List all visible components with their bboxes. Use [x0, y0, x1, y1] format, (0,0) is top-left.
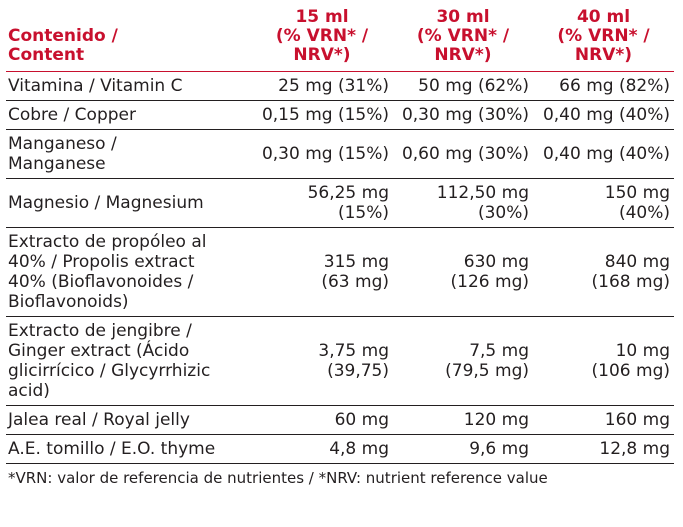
value-15ml: 56,25 mg (15%) [307, 183, 389, 223]
value-15ml: 3,75 mg (39,75) [318, 341, 389, 381]
value-40ml: 12,8 mg [599, 439, 670, 459]
nutrition-table: Contenido / Content 15 ml (% VRN* / NRV*… [6, 0, 674, 464]
header-30ml: 30 ml (% VRN* / NRV*) [416, 7, 510, 65]
header-row: Contenido / Content 15 ml (% VRN* / NRV*… [6, 0, 674, 72]
table-row: Extracto de jengibre / Ginger extract (Á… [6, 317, 674, 406]
value-40ml: 0,40 mg (40%) [542, 105, 670, 125]
table-row: Jalea real / Royal jelly 60 mg 120 mg 16… [6, 406, 674, 435]
value-40ml: 150 mg (40%) [604, 183, 670, 223]
ingredient-name: Extracto de jengibre / Ginger extract (Á… [8, 321, 211, 401]
value-15ml: 0,30 mg (15%) [261, 144, 389, 164]
value-15ml: 0,15 mg (15%) [261, 105, 389, 125]
nutrition-table-container: Contenido / Content 15 ml (% VRN* / NRV*… [6, 0, 681, 488]
ingredient-name: Jalea real / Royal jelly [8, 410, 190, 430]
table-row: Extracto de propóleo al 40% / Propolis e… [6, 228, 674, 317]
ingredient-name: Magnesio / Magnesium [8, 193, 204, 213]
ingredient-name: A.E. tomillo / E.O. thyme [8, 439, 216, 459]
table-body: Vitamina / Vitamin C 25 mg (31%) 50 mg (… [6, 72, 674, 464]
value-30ml: 120 mg [463, 410, 529, 430]
value-30ml: 0,60 mg (30%) [401, 144, 529, 164]
value-40ml: 10 mg (106 mg) [591, 341, 670, 381]
value-40ml: 160 mg [604, 410, 670, 430]
value-40ml: 840 mg (168 mg) [591, 252, 670, 292]
table-row: Magnesio / Magnesium 56,25 mg (15%) 112,… [6, 179, 674, 228]
value-30ml: 7,5 mg (79,5 mg) [445, 341, 529, 381]
ingredient-name: Manganeso / Manganese [8, 134, 117, 174]
header-15ml: 15 ml (% VRN* / NRV*) [275, 7, 369, 65]
value-15ml: 315 mg (63 mg) [321, 252, 389, 292]
value-15ml: 4,8 mg [329, 439, 389, 459]
value-30ml: 0,30 mg (30%) [401, 105, 529, 125]
header-content: Contenido / Content [8, 26, 118, 65]
value-15ml: 60 mg [334, 410, 389, 430]
value-30ml: 630 mg (126 mg) [450, 252, 529, 292]
table-row: A.E. tomillo / E.O. thyme 4,8 mg 9,6 mg … [6, 435, 674, 464]
footnote: *VRN: valor de referencia de nutrientes … [8, 469, 548, 487]
value-15ml: 25 mg (31%) [278, 76, 389, 96]
value-30ml: 112,50 mg (30%) [436, 183, 529, 223]
table-row: Manganeso / Manganese 0,30 mg (15%) 0,60… [6, 130, 674, 179]
table-header: Contenido / Content 15 ml (% VRN* / NRV*… [6, 0, 674, 72]
value-30ml: 50 mg (62%) [418, 76, 529, 96]
value-30ml: 9,6 mg [469, 439, 529, 459]
value-40ml: 66 mg (82%) [559, 76, 670, 96]
value-40ml: 0,40 mg (40%) [542, 144, 670, 164]
ingredient-name: Cobre / Copper [8, 105, 136, 125]
header-40ml: 40 ml (% VRN* / NRV*) [557, 7, 650, 65]
ingredient-name: Extracto de propóleo al 40% / Propolis e… [8, 232, 207, 312]
table-row: Vitamina / Vitamin C 25 mg (31%) 50 mg (… [6, 72, 674, 101]
ingredient-name: Vitamina / Vitamin C [8, 76, 183, 96]
table-row: Cobre / Copper 0,15 mg (15%) 0,30 mg (30… [6, 101, 674, 130]
